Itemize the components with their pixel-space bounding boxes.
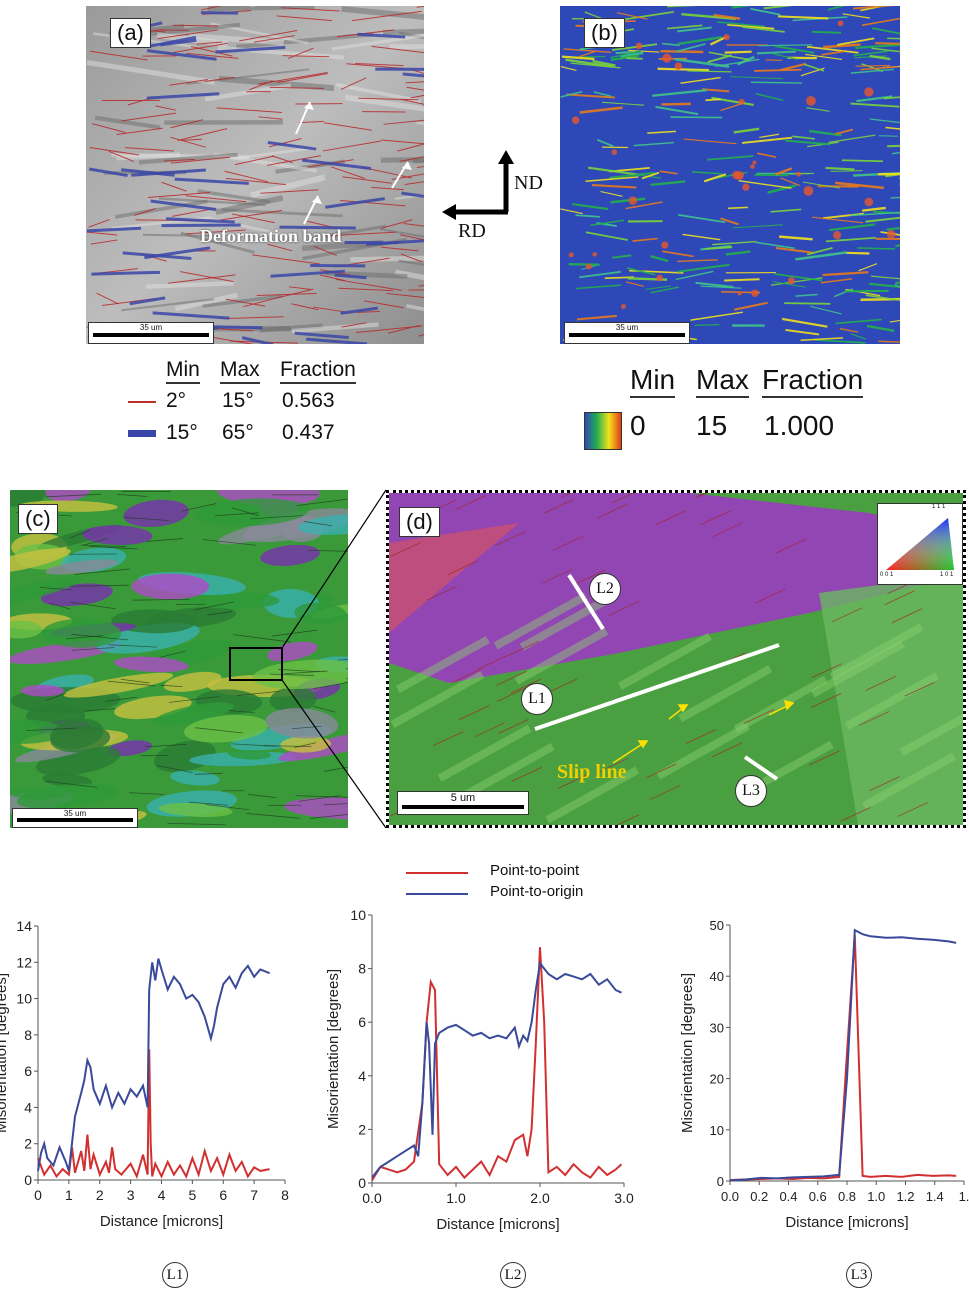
- panel-b-label: (b): [584, 18, 625, 48]
- nd-label: ND: [514, 172, 543, 194]
- x-tick-label: 0.2: [750, 1189, 768, 1204]
- line-l1: [534, 643, 780, 731]
- l1-marker: L1: [521, 683, 553, 715]
- x-tick-label: 1.4: [926, 1189, 944, 1204]
- chart-l2: 0 2 4 6 8 10 0.0 1.0 2.0 3.0 Distance [microns] Mis…: [325, 907, 634, 1233]
- x-tick-label: 5: [188, 1187, 196, 1203]
- rd-nd-axes-indicator: [442, 150, 514, 220]
- x-tick-label: 1.2: [896, 1189, 914, 1204]
- x-tick-label: 3: [127, 1187, 135, 1203]
- panel-d-image: (d) L2 L1 L3 Slip line 1 1 1 0 0 1 1 0 1…: [386, 490, 966, 828]
- series-line-point-to-origin: [371, 960, 622, 1179]
- panel-b-map: [560, 6, 900, 344]
- plot-label-l3: L3: [846, 1262, 872, 1288]
- y-tick-label: 20: [710, 1072, 724, 1087]
- l2-marker: L2: [589, 573, 621, 605]
- x-tick-label: 0.4: [779, 1189, 797, 1204]
- panel-c-scalebar: 35 um: [12, 808, 138, 828]
- series-line-point-to-origin: [37, 958, 270, 1172]
- line-l3: [743, 755, 779, 781]
- y-tick-label: 10: [710, 1123, 724, 1138]
- panel-d-map: [389, 493, 963, 825]
- y-axis-label: Misorientation [degrees]: [325, 969, 342, 1129]
- legend-swatch-point-to-origin: [406, 893, 468, 895]
- panel-c-map: [10, 490, 348, 828]
- y-tick-label: 8: [358, 961, 366, 977]
- series-line-point-to-origin: [729, 928, 957, 1182]
- line-l2: [567, 573, 605, 631]
- rd-label: RD: [458, 220, 486, 242]
- x-tick-label: 7: [250, 1187, 258, 1203]
- panel-b-scalebar: 35 um: [564, 322, 690, 344]
- y-tick-label: 14: [16, 918, 32, 934]
- y-tick-label: 2: [24, 1136, 32, 1152]
- panel-c-label: (c): [18, 504, 58, 534]
- x-tick-label: 3.0: [614, 1190, 634, 1206]
- y-tick-label: 2: [358, 1121, 366, 1137]
- panel-a-label: (a): [110, 18, 151, 48]
- y-tick-label: 30: [710, 1020, 724, 1035]
- x-tick-label: 0.8: [838, 1189, 856, 1204]
- x-tick-label: 2: [96, 1187, 104, 1203]
- y-axis-label: Misorientation [degrees]: [0, 973, 10, 1133]
- y-tick-label: 6: [24, 1063, 32, 1079]
- x-axis-label: Distance [microns]: [436, 1216, 559, 1233]
- series-line-point-to-point: [371, 947, 623, 1181]
- series-line-point-to-point: [729, 935, 957, 1181]
- panel-a-image: (a) Deformation band 35 um: [86, 6, 424, 344]
- deformation-band-annotation: Deformation band: [200, 226, 342, 246]
- x-axis-label: Distance [microns]: [785, 1214, 908, 1231]
- y-tick-label: 12: [16, 954, 32, 970]
- y-axis-label: Misorientation [degrees]: [679, 973, 696, 1133]
- panel-c-image: (c) 35 um: [10, 490, 348, 828]
- kam-colorbar: [584, 412, 622, 450]
- panel-a-scalebar: 35 um: [88, 322, 214, 344]
- panel-b-image: (b) 35 um: [560, 6, 900, 344]
- legend-swatch-point-to-point: [406, 872, 468, 874]
- x-tick-label: 8: [281, 1187, 289, 1203]
- ipf-triangle-key: 1 1 1 0 0 1 1 0 1: [877, 503, 963, 585]
- y-tick-label: 0: [358, 1175, 366, 1191]
- x-tick-label: 1.0: [446, 1190, 466, 1206]
- panel-d-label: (d): [399, 507, 440, 537]
- panel-a-map: [86, 6, 424, 344]
- x-tick-label: 0.6: [809, 1189, 827, 1204]
- series-line-point-to-point: [37, 1049, 270, 1180]
- x-tick-label: 4: [158, 1187, 166, 1203]
- panel-d-scalebar: 5 um: [397, 791, 529, 815]
- slip-line-arrows: [612, 699, 795, 764]
- y-tick-label: 10: [350, 907, 366, 923]
- plot-label-l1: L1: [162, 1262, 188, 1288]
- x-tick-label: 1.0: [867, 1189, 885, 1204]
- x-axis-label: Distance [microns]: [100, 1213, 223, 1230]
- plot-label-l2: L2: [500, 1262, 526, 1288]
- legend-swatch-high-angle: [128, 430, 156, 437]
- x-tick-label: 0.0: [362, 1190, 382, 1206]
- y-tick-label: 4: [24, 1099, 32, 1115]
- y-tick-label: 0: [717, 1174, 724, 1189]
- zoom-region-box: [229, 647, 283, 681]
- y-tick-label: 8: [24, 1027, 32, 1043]
- y-tick-label: 0: [24, 1172, 32, 1188]
- x-tick-label: 1: [65, 1187, 73, 1203]
- x-tick-label: 2.0: [530, 1190, 550, 1206]
- x-tick-label: 1.: [959, 1189, 969, 1204]
- y-tick-label: 4: [358, 1068, 366, 1084]
- chart-l3: 0 10 20 30 40 50 0.0 0.2 0.4 0.6 0.8 1.0 1.2 1.4 1. Dis…: [679, 918, 969, 1231]
- y-tick-label: 10: [16, 991, 32, 1007]
- y-tick-label: 40: [710, 969, 724, 984]
- x-tick-label: 0.0: [721, 1189, 739, 1204]
- l3-marker: L3: [735, 775, 767, 807]
- y-tick-label: 6: [358, 1014, 366, 1030]
- x-tick-label: 0: [34, 1187, 42, 1203]
- slip-line-annotation: Slip line: [557, 761, 627, 783]
- x-tick-label: 6: [219, 1187, 227, 1203]
- legend-swatch-low-angle: [128, 401, 156, 403]
- y-tick-label: 50: [710, 918, 724, 933]
